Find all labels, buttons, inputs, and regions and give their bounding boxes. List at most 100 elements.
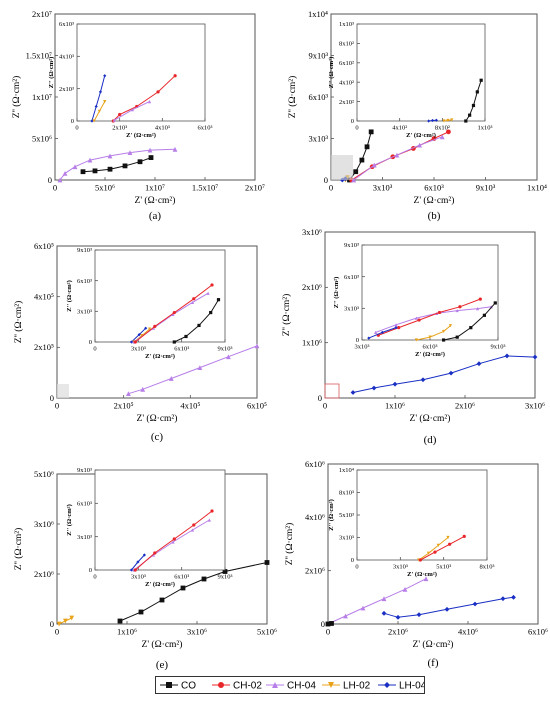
panel-f-inset-x-tick-label: 3x10³ (393, 564, 408, 571)
panel-d-inset-data-point-ch-04 (489, 305, 493, 309)
panel-a-inset-series-line-lh-04 (91, 75, 106, 122)
panel-d-inset-x-axis-label: Z' (Ω·cm²) (415, 351, 445, 358)
legend-label-lh-04: LH-04 (399, 681, 424, 692)
panel-a-data-point-co (122, 163, 128, 169)
panel-e-inset-data-point-ch-04 (151, 553, 156, 557)
panel-b-data-point-ch-04 (439, 134, 445, 140)
panel-f-inset-x-tick-label: 8x10³ (480, 564, 495, 571)
panel-c-inset-y-tick-label: 3x10³ (77, 309, 92, 316)
panel-b-inset-x-tick-label: 8x10² (435, 125, 450, 132)
panel-b-inset-data-point-lh-02 (450, 118, 454, 122)
panel-d-data-point-lh-04 (420, 377, 426, 383)
zoom-region-c (57, 384, 69, 398)
panel-d-inset-y-tick-label: 9x10³ (344, 242, 359, 249)
legend-label-ch-02: CH-02 (233, 681, 262, 692)
panel-f-inset-data-point-lh-02 (436, 543, 440, 547)
panel-e-data-point-lh-02 (63, 618, 68, 624)
panel-c-inset-data-point-ch-02 (133, 340, 137, 344)
panel-d-inset-series-line-ch-02 (378, 298, 481, 336)
panel-f-inset-data-point-lh-02 (426, 551, 431, 555)
panel-a-label: (a) (149, 210, 162, 222)
panel-e-inset-y-tick-label: 3x10³ (77, 534, 92, 541)
panel-c-inset-x-tick-label: 6x10³ (174, 346, 189, 353)
panel-a-data-point-ch-04 (172, 146, 178, 152)
panel-e-inset-data-point-lh-04 (136, 560, 140, 564)
panel-f-inset-series-line-ch-02 (420, 535, 465, 561)
panel-c-x-tick-label: 6x10⁵ (247, 401, 267, 411)
panel-a-inset-plot-frame (76, 23, 206, 122)
panel-f-inset-y-tick-label: 8x10³ (339, 490, 354, 497)
panel-b-inset-x-axis-label: Z' (Ω·cm²) (406, 132, 436, 139)
panel-c-inset-x-tick-label: 3x10³ (131, 346, 146, 353)
panel-c-series-line-ch-04 (128, 345, 258, 395)
panel-f-x-tick-label: 0 (326, 627, 330, 637)
panel-b-inset-y-axis-label: Z'' (Ω·cm²) (328, 57, 335, 89)
panel-c-inset-x-tick-label: 0 (93, 346, 96, 353)
panel-b-inset-x-tick-label: 4x10² (392, 125, 407, 132)
panel-b-x-tick-label: 9x10³ (476, 183, 496, 193)
panel-b-inset-y-tick-label: 0 (351, 118, 354, 125)
legend-marker-ch-02 (218, 682, 224, 688)
panel-a-inset-data-point-lh-04 (90, 119, 94, 123)
panel-f-data-point-lh-04 (395, 614, 401, 620)
panel-a-inset: 0 2x10³ 4x10³ 6x10³ 0 2x10³ 4x10³ 6x10³ Z' (Ω·cm… (48, 21, 213, 139)
panel-f-x-axis-label: Z' (Ω·cm²) (413, 639, 454, 650)
panel-b-inset-x-tick-label: 1x10³ (478, 125, 493, 132)
panel-d-inset-data-point-co (442, 338, 446, 342)
panel-a-data-point-co (80, 169, 86, 175)
panel-c-inset-data-point-co (184, 334, 188, 339)
panel-f-inset-y-tick-label: 3x10³ (339, 535, 354, 542)
zoom-region-b (331, 155, 353, 180)
panel-a-inset-x-tick-label: 6x10³ (198, 125, 213, 132)
panel-f-inset-data-point-ch-02 (418, 558, 422, 562)
panel-b-inset-data-point-co (464, 119, 468, 123)
panel-d-inset-plot-frame (361, 244, 499, 341)
panel-b-inset: 0 4x10² 8x10² 1x10³ 0 2x10² 4x10² 6x10² 8x10² 1x1… (328, 21, 493, 139)
panel-d-inset-series-line-lh-02 (416, 325, 451, 341)
panel-a-x-tick-label: 5x10⁶ (95, 183, 115, 193)
panel-e-inset-data-point-ch-02 (192, 523, 196, 527)
panel-a-y-tick-label: 1.5x10⁷ (26, 50, 52, 60)
panel-a-inset-data-point-lh-04 (94, 104, 98, 109)
panel-c-inset-data-point-ch-04 (171, 312, 175, 316)
panel-c-inset-data-point-ch-04 (190, 300, 195, 305)
panel-b-data-point-co (353, 169, 359, 175)
chart-panel-f: 0 2x10⁶ 4x10⁶ 6x10⁶ 0 2x10⁶ 4x10⁶ 6x10⁶ Z' (Ω·cm… (284, 459, 548, 669)
panel-b-inset-data-point-lh-04 (430, 118, 435, 123)
panel-b-y-tick-label: 9x10³ (308, 50, 328, 60)
panel-d-inset-x-tick-label: 6x10³ (423, 344, 438, 351)
panel-e-inset-x-axis-label: Z' (Ω·cm²) (145, 581, 175, 588)
panel-d-data-point-lh-04 (371, 385, 377, 391)
panel-d-inset-data-point-lh-02 (428, 335, 432, 339)
panel-c-data-point-ch-04 (126, 391, 131, 397)
legend: CO CH-02 CH-04 LH-02 LH-04 (155, 676, 427, 694)
panel-f-y-tick-label: 4x10⁶ (305, 512, 325, 522)
panel-f-inset-plot-frame (356, 469, 488, 561)
panel-e-label: (e) (156, 659, 169, 671)
panel-a-inset-data-point-ch-02 (156, 90, 160, 94)
panel-f-y-tick-label: 0 (321, 619, 325, 629)
panel-e-data-point-co (222, 569, 228, 574)
panel-f-data-point-ch-04 (343, 613, 348, 619)
panel-f-y-tick-label: 6x10⁶ (305, 459, 325, 469)
panel-a-y-tick-label: 2x10⁷ (32, 9, 52, 19)
panel-e-inset-y-tick-label: 9x10³ (77, 467, 92, 474)
panel-c-inset-data-point-ch-02 (172, 310, 176, 315)
panel-e-inset-data-point-ch-02 (153, 551, 157, 555)
panel-b-data-point-ch-02 (446, 129, 451, 135)
panel-b-inset-y-tick-label: 1x10³ (339, 21, 354, 28)
panel-d-y-axis-label: Z'' (Ω·cm²) (281, 294, 292, 337)
panel-c-inset-data-point-ch-02 (153, 324, 157, 328)
panel-c-x-tick-label: 2x10⁵ (114, 401, 134, 411)
panel-e-inset: 0 3x10³ 6x10³ 9x10³ 0 3x10³ 6x10³ 9x10³ Z' (Ω·cm… (66, 467, 233, 588)
chart-panel-a: 0 5x10⁶ 1x10⁷ 1.5x10⁷ 2x10⁷ 0 5x10⁶ 1x10⁷ 1.5x10… (11, 9, 265, 222)
panel-f-inset-series-line-lh-02 (418, 537, 449, 561)
panel-f-y-axis-label: Z'' (Ω·cm²) (284, 523, 295, 566)
panel-c-inset-data-point-co (197, 323, 201, 328)
panel-c-y-tick-label: 2x10⁵ (34, 342, 54, 352)
panel-b-data-point-ch-04 (371, 162, 377, 168)
panel-e-inset-data-point-ch-02 (210, 509, 214, 513)
panel-e-data-point-co (138, 609, 144, 615)
panel-c-inset-y-tick-label: 9x10³ (77, 247, 92, 254)
panel-d-inset-data-point-lh-02 (414, 338, 418, 342)
